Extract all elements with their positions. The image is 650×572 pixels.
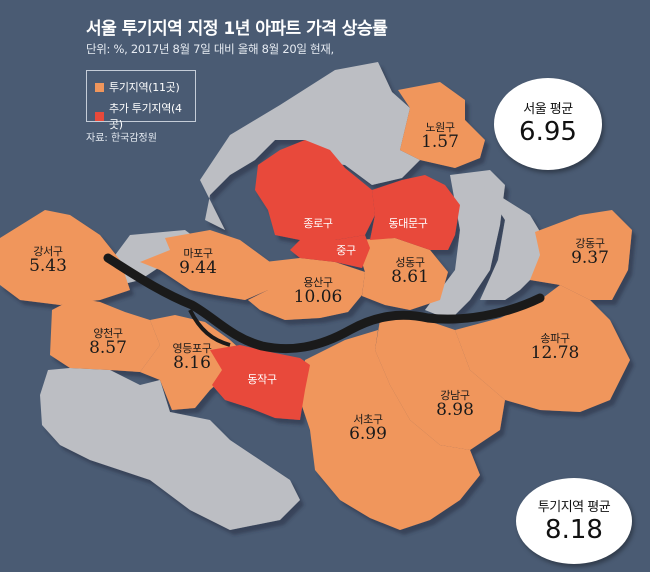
label-seongdong-name: 성동구 [395, 256, 425, 269]
label-yeongdeungpo-value: 8.16 [173, 352, 211, 373]
speculative-average-value: 8.18 [545, 515, 603, 545]
legend-label-speculative: 투기지역(11곳) [109, 81, 180, 94]
legend-item-added: 추가 투기지역(4곳) [95, 100, 195, 132]
label-yangcheon: 양천구 8.57 [89, 328, 127, 357]
district-seongdong [355, 238, 448, 310]
district-gangseo [0, 210, 130, 305]
speculative-average-bubble: 투기지역 평균 8.18 [516, 478, 632, 564]
district-seocho [300, 330, 480, 530]
other-district-southwest [40, 368, 300, 530]
district-songpa [455, 285, 630, 412]
label-gangseo: 강서구 5.43 [29, 246, 67, 275]
label-jongno-name: 종로구 [303, 217, 333, 230]
district-gangdong [530, 210, 632, 300]
label-gangnam: 강남구 8.98 [436, 390, 474, 419]
label-mapo-name: 마포구 [183, 247, 213, 260]
han-river [103, 253, 545, 354]
label-seongdong-value: 8.61 [391, 266, 429, 287]
district-junggu [290, 235, 370, 268]
label-nowon-name: 노원구 [425, 121, 455, 134]
legend: 투기지역(11곳) 추가 투기지역(4곳) [86, 70, 196, 131]
speculative-average-label: 투기지역 평균 [537, 500, 611, 515]
label-yongsan-name: 용산구 [303, 276, 333, 289]
label-gangnam-value: 8.98 [436, 399, 474, 420]
legend-swatch-added [95, 111, 104, 121]
label-gangdong-value: 9.37 [571, 247, 609, 268]
label-mapo: 마포구 9.44 [179, 248, 217, 277]
label-jongno: 종로구 [303, 217, 333, 230]
district-gangnam [375, 318, 505, 450]
label-nowon: 노원구 1.57 [421, 122, 459, 151]
label-dongdaemun-name: 동대문구 [388, 217, 428, 230]
label-gangdong-name: 강동구 [575, 237, 605, 250]
label-seocho-value: 6.99 [349, 423, 387, 444]
district-dongjak [210, 345, 310, 420]
seoul-average-bubble: 서울 평균 6.95 [494, 78, 602, 170]
district-nowon [398, 82, 485, 168]
label-seongdong: 성동구 8.61 [391, 257, 429, 286]
label-songpa-name: 송파구 [540, 332, 570, 345]
label-yongsan-value: 10.06 [293, 286, 343, 307]
map-subtitle: 단위: %, 2017년 8월 7일 대비 올해 8월 20일 현재, [86, 42, 334, 56]
other-district-northeast [480, 185, 545, 300]
label-songpa: 송파구 12.78 [531, 333, 580, 362]
legend-item-speculative: 투기지역(11곳) [95, 79, 180, 95]
label-gangnam-name: 강남구 [440, 389, 470, 402]
legend-swatch-speculative [95, 82, 104, 92]
district-jongno [255, 140, 375, 240]
label-dongjak: 동작구 [247, 373, 277, 386]
label-yongsan: 용산구 10.06 [294, 277, 343, 306]
seoul-average-label: 서울 평균 [523, 102, 573, 117]
label-yeongdeungpo-name: 영등포구 [172, 342, 212, 355]
label-dongjak-name: 동작구 [247, 373, 277, 386]
label-gangseo-value: 5.43 [29, 255, 67, 276]
other-district-east [425, 170, 505, 320]
label-gangdong: 강동구 9.37 [571, 238, 609, 267]
district-yongsan [248, 258, 365, 320]
legend-label-added: 추가 투기지역(4곳) [108, 102, 182, 131]
label-junggu-name: 중구 [336, 244, 356, 257]
label-junggu: 중구 [336, 244, 356, 257]
label-songpa-value: 12.78 [530, 342, 580, 363]
label-seocho-name: 서초구 [353, 413, 383, 426]
label-mapo-value: 9.44 [179, 257, 217, 278]
seoul-average-value: 6.95 [519, 117, 577, 147]
label-dongdaemun: 동대문구 [389, 218, 428, 230]
source-note: 자료: 한국감정원 [86, 133, 157, 144]
map-title: 서울 투기지역 지정 1년 아파트 가격 상승률 [86, 19, 388, 39]
label-yangcheon-name: 양천구 [93, 327, 123, 340]
district-yeongdeungpo [140, 315, 250, 410]
label-seocho: 서초구 6.99 [349, 414, 387, 443]
label-gangseo-name: 강서구 [33, 245, 63, 258]
district-dongdaemun [370, 175, 460, 250]
district-yangcheon [50, 298, 160, 372]
han-river-branch [188, 309, 231, 347]
district-mapo [140, 230, 270, 300]
label-yeongdeungpo: 영등포구 8.16 [173, 343, 212, 372]
label-yangcheon-value: 8.57 [89, 337, 127, 358]
label-nowon-value: 1.57 [421, 131, 459, 152]
